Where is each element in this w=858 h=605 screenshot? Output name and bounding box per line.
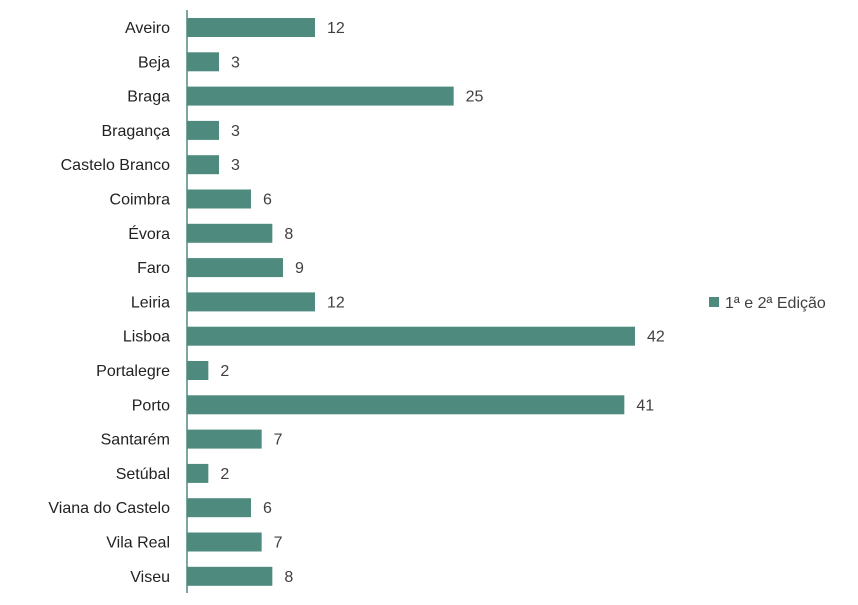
category-label-faro: Faro [137, 260, 170, 277]
legend: 1ª e 2ª Edição [709, 295, 826, 312]
value-label-vila-real: 7 [274, 535, 283, 552]
bar-braganca [187, 120, 219, 140]
category-label-evora: Évora [128, 224, 170, 243]
value-label-braganca: 3 [231, 123, 240, 140]
value-label-coimbra: 6 [263, 192, 272, 209]
category-label-viana-do-castelo: Viana do Castelo [48, 500, 170, 517]
category-label-lisboa: Lisboa [123, 329, 170, 346]
value-label-lisboa: 42 [647, 329, 665, 346]
bar-porto [187, 395, 625, 415]
bar-setubal [187, 463, 209, 483]
value-label-faro: 9 [295, 260, 304, 277]
bar-leiria [187, 292, 315, 312]
category-label-porto: Porto [132, 397, 170, 414]
bar-lisboa [187, 326, 635, 346]
category-label-braga: Braga [127, 89, 170, 106]
bar-faro [187, 258, 283, 278]
category-label-viseu: Viseu [130, 569, 170, 586]
bar-viseu [187, 566, 273, 586]
value-label-aveiro: 12 [327, 20, 345, 37]
value-label-viseu: 8 [284, 569, 293, 586]
category-label-beja: Beja [138, 54, 170, 71]
value-label-evora: 8 [284, 226, 293, 243]
category-label-braganca: Bragança [102, 123, 171, 140]
value-label-beja: 3 [231, 54, 240, 71]
bar-portalegre [187, 361, 209, 380]
bar-coimbra [187, 189, 251, 209]
category-labels-group: Aveiro Beja Braga Bragança Castelo Branco Coi… [48, 20, 170, 586]
legend-label: 1ª e 2ª Edição [725, 295, 826, 312]
value-label-castelo-branco: 3 [231, 157, 240, 174]
bar-vila-real [187, 532, 262, 552]
legend-swatch [709, 297, 719, 307]
bar-braga [187, 86, 454, 106]
bar-viana-do-castelo [187, 498, 251, 518]
category-label-portalegre: Portalegre [96, 363, 170, 380]
bar-castelo-branco [187, 155, 219, 175]
bar-beja [187, 52, 219, 72]
value-label-portalegre: 2 [220, 363, 229, 380]
bar-santarem [187, 429, 262, 449]
value-label-santarem: 7 [274, 432, 283, 449]
bar-evora [187, 223, 273, 243]
value-label-leiria: 12 [327, 294, 345, 311]
value-label-viana-do-castelo: 6 [263, 500, 272, 517]
bar-aveiro [187, 18, 315, 37]
category-label-castelo-branco: Castelo Branco [61, 157, 170, 174]
value-label-porto: 41 [636, 397, 654, 414]
category-label-leiria: Leiria [131, 294, 170, 311]
category-label-aveiro: Aveiro [125, 20, 170, 37]
bars-group [187, 18, 635, 586]
category-label-vila-real: Vila Real [106, 535, 170, 552]
category-label-coimbra: Coimbra [110, 192, 171, 209]
category-label-santarem: Santarém [101, 432, 170, 449]
value-label-setubal: 2 [220, 466, 229, 483]
value-label-braga: 25 [466, 89, 484, 106]
category-label-setubal: Setúbal [116, 466, 170, 483]
